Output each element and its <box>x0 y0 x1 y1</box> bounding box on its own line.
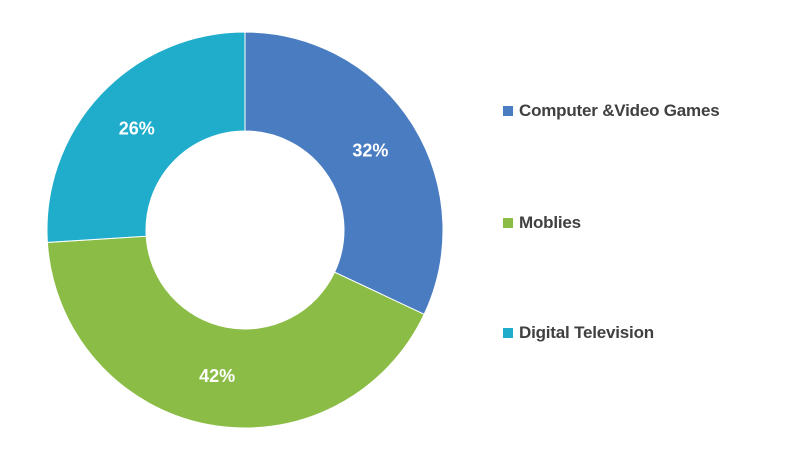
slice-label-0: 32% <box>352 140 388 160</box>
legend-item-2: Digital Television <box>503 323 654 343</box>
slice-1 <box>46 235 425 429</box>
legend-swatch-1 <box>503 218 513 228</box>
legend-label-0: Computer &Video Games <box>519 101 720 120</box>
legend: Computer &Video Games Moblies Digital Tele… <box>503 0 793 471</box>
legend-item-1: Moblies <box>503 213 581 233</box>
legend-label-2: Digital Television <box>519 323 654 342</box>
legend-swatch-2 <box>503 328 513 338</box>
legend-item-0: Computer &Video Games <box>503 101 720 121</box>
slice-2 <box>46 31 246 243</box>
legend-label-1: Moblies <box>519 213 581 232</box>
legend-swatch-0 <box>503 106 513 116</box>
slice-0 <box>244 31 444 315</box>
slice-label-2: 26% <box>119 118 155 138</box>
slice-label-1: 42% <box>199 366 235 386</box>
donut-plot: 32% 42% 26% <box>46 31 444 429</box>
